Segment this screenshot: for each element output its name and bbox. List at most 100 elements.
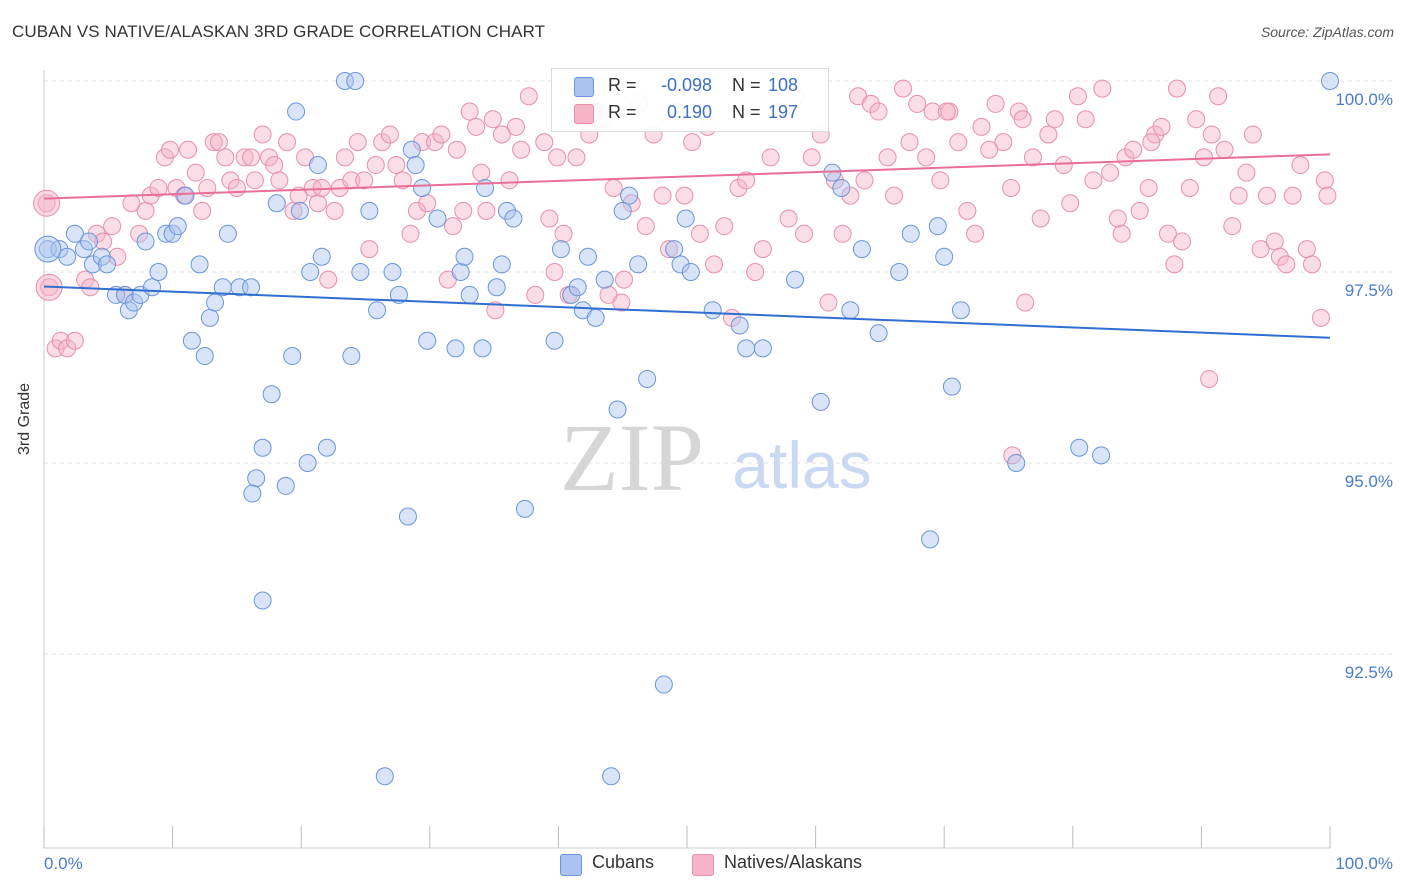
data-point-cubans bbox=[406, 156, 425, 175]
data-point-cubans bbox=[492, 255, 511, 274]
data-point-cubans bbox=[176, 186, 195, 205]
data-point-natives bbox=[380, 125, 399, 144]
data-point-natives bbox=[108, 247, 127, 266]
data-point-cubans bbox=[346, 72, 365, 90]
data-point-natives bbox=[659, 240, 678, 259]
data-point-natives bbox=[937, 102, 956, 121]
data-point-natives bbox=[869, 102, 888, 121]
data-point-cubans bbox=[253, 591, 272, 610]
axes bbox=[43, 70, 1331, 849]
data-point-natives bbox=[413, 133, 432, 152]
data-point-cubans bbox=[195, 347, 214, 366]
data-point-cubans bbox=[253, 438, 272, 457]
data-point-natives bbox=[653, 186, 672, 205]
data-point-cubans bbox=[276, 476, 295, 495]
data-point-natives bbox=[209, 133, 228, 152]
data-point-natives bbox=[545, 263, 564, 281]
data-point-cubans bbox=[242, 278, 261, 297]
n-label: N = bbox=[732, 102, 761, 122]
data-point-natives bbox=[841, 186, 860, 205]
data-point-natives bbox=[1031, 209, 1050, 228]
legend-swatch-natives bbox=[692, 854, 714, 876]
data-point-natives bbox=[1152, 117, 1171, 136]
data-point-natives bbox=[1023, 148, 1042, 167]
data-point-natives bbox=[819, 293, 838, 312]
data-point-natives bbox=[949, 133, 968, 152]
data-point-natives bbox=[425, 133, 444, 152]
data-point-cubans bbox=[890, 263, 909, 281]
data-point-cubans bbox=[1070, 438, 1089, 457]
data-point-natives bbox=[193, 201, 212, 220]
data-point-natives bbox=[472, 163, 491, 182]
data-point-cubans bbox=[681, 263, 700, 281]
data-point-natives bbox=[1251, 240, 1270, 259]
data-point-natives bbox=[58, 339, 77, 358]
data-point-natives bbox=[1302, 255, 1321, 274]
data-point-cubans bbox=[869, 324, 888, 343]
data-point-natives bbox=[1209, 87, 1228, 106]
data-point-natives bbox=[779, 209, 798, 228]
data-point-natives bbox=[1076, 110, 1095, 129]
data-point-natives bbox=[216, 148, 235, 167]
data-point-natives bbox=[65, 331, 84, 350]
r-value: 0.190 bbox=[666, 102, 712, 122]
data-point-natives bbox=[245, 171, 264, 190]
data-point-natives bbox=[51, 331, 70, 350]
data-point-cubans bbox=[613, 201, 632, 220]
r-label: R = bbox=[608, 102, 637, 122]
data-point-natives bbox=[360, 240, 379, 259]
data-point-natives bbox=[1237, 163, 1256, 182]
data-point-natives bbox=[604, 178, 623, 197]
data-point-natives bbox=[1297, 240, 1316, 259]
series-cubans bbox=[38, 72, 1339, 786]
data-point-cubans bbox=[190, 255, 209, 274]
data-point-cubans bbox=[841, 301, 860, 320]
data-point-natives bbox=[1108, 209, 1127, 228]
data-point-natives bbox=[486, 301, 505, 320]
data-point-natives bbox=[833, 224, 852, 243]
data-point-cubans bbox=[455, 247, 474, 266]
data-point-cubans bbox=[375, 767, 394, 786]
data-point-cubans bbox=[515, 499, 534, 518]
data-point-cubans bbox=[703, 301, 722, 320]
data-point-natives bbox=[737, 171, 756, 190]
data-point-natives bbox=[526, 285, 545, 304]
data-point-natives bbox=[1130, 201, 1149, 220]
watermark-atlas: atlas bbox=[732, 428, 871, 502]
data-point-natives bbox=[761, 148, 780, 167]
data-point-natives bbox=[1315, 171, 1334, 190]
data-point-cubans bbox=[595, 270, 614, 289]
data-point-cubans bbox=[262, 385, 281, 404]
data-point-cubans bbox=[308, 156, 327, 175]
r-label: R = bbox=[608, 75, 637, 95]
data-point-natives bbox=[612, 293, 631, 312]
data-point-cubans bbox=[620, 186, 639, 205]
data-point-natives bbox=[179, 140, 198, 159]
data-point-natives bbox=[355, 171, 374, 190]
n-value: 108 bbox=[768, 75, 799, 95]
trend-lines bbox=[33, 153, 1331, 339]
data-point-natives bbox=[1139, 178, 1158, 197]
data-point-natives bbox=[986, 94, 1005, 113]
data-point-cubans bbox=[586, 308, 605, 327]
x-tick-label: 0.0% bbox=[44, 854, 83, 873]
data-point-cubans bbox=[753, 339, 772, 358]
data-point-natives bbox=[894, 79, 913, 98]
data-point-natives bbox=[1124, 140, 1143, 159]
data-point-natives bbox=[167, 178, 186, 197]
data-point-natives bbox=[308, 194, 327, 213]
data-point-natives bbox=[690, 224, 709, 243]
data-point-natives bbox=[548, 148, 567, 167]
data-point-natives bbox=[900, 133, 919, 152]
y-tick-label: 97.5% bbox=[1345, 281, 1393, 300]
data-point-natives bbox=[335, 148, 354, 167]
data-point-cubans bbox=[1007, 454, 1026, 472]
data-point-natives bbox=[393, 171, 412, 190]
data-point-natives bbox=[958, 201, 977, 220]
data-point-natives bbox=[1068, 87, 1087, 106]
trend-line-natives bbox=[43, 153, 1331, 200]
data-point-natives bbox=[1277, 255, 1296, 274]
data-point-cubans bbox=[504, 209, 523, 228]
data-point-natives bbox=[221, 171, 240, 190]
data-point-cubans bbox=[206, 293, 225, 312]
